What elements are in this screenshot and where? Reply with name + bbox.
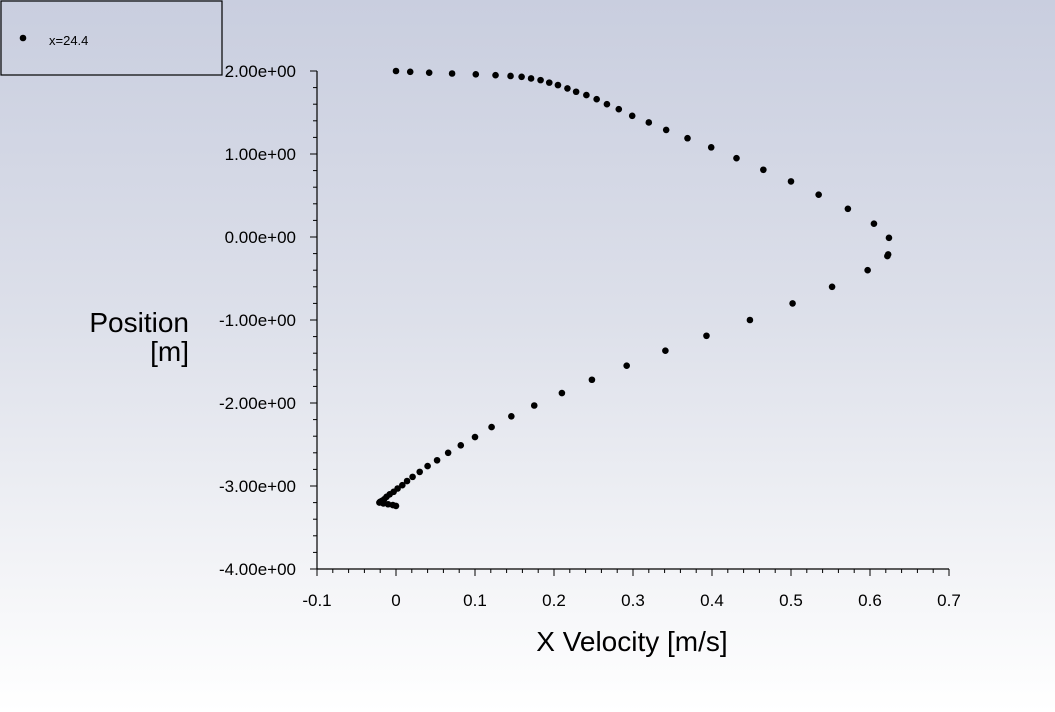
data-point (789, 300, 796, 307)
data-point (707, 144, 715, 151)
y-tick-label: 0.00e+00 (225, 228, 296, 247)
data-point (662, 347, 669, 355)
data-point (645, 119, 653, 126)
data-point (615, 105, 623, 113)
data-point (864, 266, 871, 274)
y-tick-label: 2.00e+00 (225, 62, 296, 81)
data-point (518, 73, 525, 81)
data-point (537, 76, 544, 84)
y-axis-title-line-2: [m] (150, 336, 189, 367)
data-point (399, 481, 406, 489)
data-point (603, 100, 611, 108)
data-point (760, 166, 767, 174)
data-point (662, 126, 670, 134)
axes (316, 71, 949, 570)
data-points (376, 67, 893, 510)
data-point (545, 79, 553, 86)
x-axis-title: X Velocity [m/s] (536, 626, 727, 657)
data-point (884, 252, 891, 260)
data-point (488, 423, 495, 431)
x-tick-label: 0.6 (858, 591, 882, 610)
data-point (885, 234, 893, 242)
data-point (444, 449, 452, 457)
x-tick-label: 0.3 (621, 591, 645, 610)
x-tick-label: 0.2 (542, 591, 566, 610)
data-point (572, 88, 580, 96)
data-point (746, 316, 754, 324)
x-tick-label: 0.4 (700, 591, 724, 610)
data-point (433, 456, 441, 464)
y-tick-label: -4.00e+00 (219, 560, 296, 579)
y-axis-title-line-1: Position (89, 307, 189, 338)
data-point (623, 362, 630, 369)
legend: x=24.4 (0, 0, 223, 76)
data-point (787, 178, 795, 185)
legend-box (0, 0, 223, 76)
data-point (684, 134, 691, 142)
legend-marker (19, 34, 27, 42)
data-point (564, 85, 571, 92)
data-point (409, 473, 416, 481)
data-point (593, 95, 600, 103)
data-point (815, 191, 822, 198)
x-tick-label: -0.1 (302, 591, 331, 610)
data-point (492, 71, 499, 79)
data-point (507, 72, 514, 80)
y-tick-label: -2.00e+00 (219, 394, 296, 413)
y-tick-label: -1.00e+00 (219, 311, 296, 330)
x-tick-label: 0 (391, 591, 400, 610)
data-point (828, 283, 836, 291)
data-point (424, 462, 431, 470)
data-point (844, 205, 852, 213)
data-point (870, 220, 878, 228)
data-point (583, 91, 590, 99)
x-tick-label: 0.7 (937, 591, 961, 610)
data-point (392, 502, 400, 510)
x-tick-label: 0.5 (779, 591, 803, 610)
y-tick-label: -3.00e+00 (219, 477, 296, 496)
data-point (471, 433, 479, 441)
data-point (530, 402, 538, 409)
data-point (425, 69, 433, 76)
data-point (628, 112, 636, 120)
data-point (472, 71, 480, 78)
data-point (558, 389, 566, 397)
data-point (392, 67, 400, 75)
data-point (554, 81, 562, 89)
data-point (406, 68, 414, 76)
legend-label: x=24.4 (49, 33, 88, 48)
ticks: -0.1 0 0.1 0.2 0.3 0.4 0.5 0.6 0.7 2.00e+00 1.00e+… (219, 62, 961, 610)
y-tick-label: 1.00e+00 (225, 145, 296, 164)
data-point (703, 332, 710, 340)
data-point (403, 477, 411, 485)
data-point (416, 468, 424, 476)
data-point (527, 75, 535, 82)
data-point (457, 442, 465, 449)
x-tick-label: 0.1 (463, 591, 487, 610)
data-point (733, 154, 740, 162)
data-point (508, 412, 515, 420)
data-point (448, 70, 456, 77)
data-point (588, 376, 596, 384)
